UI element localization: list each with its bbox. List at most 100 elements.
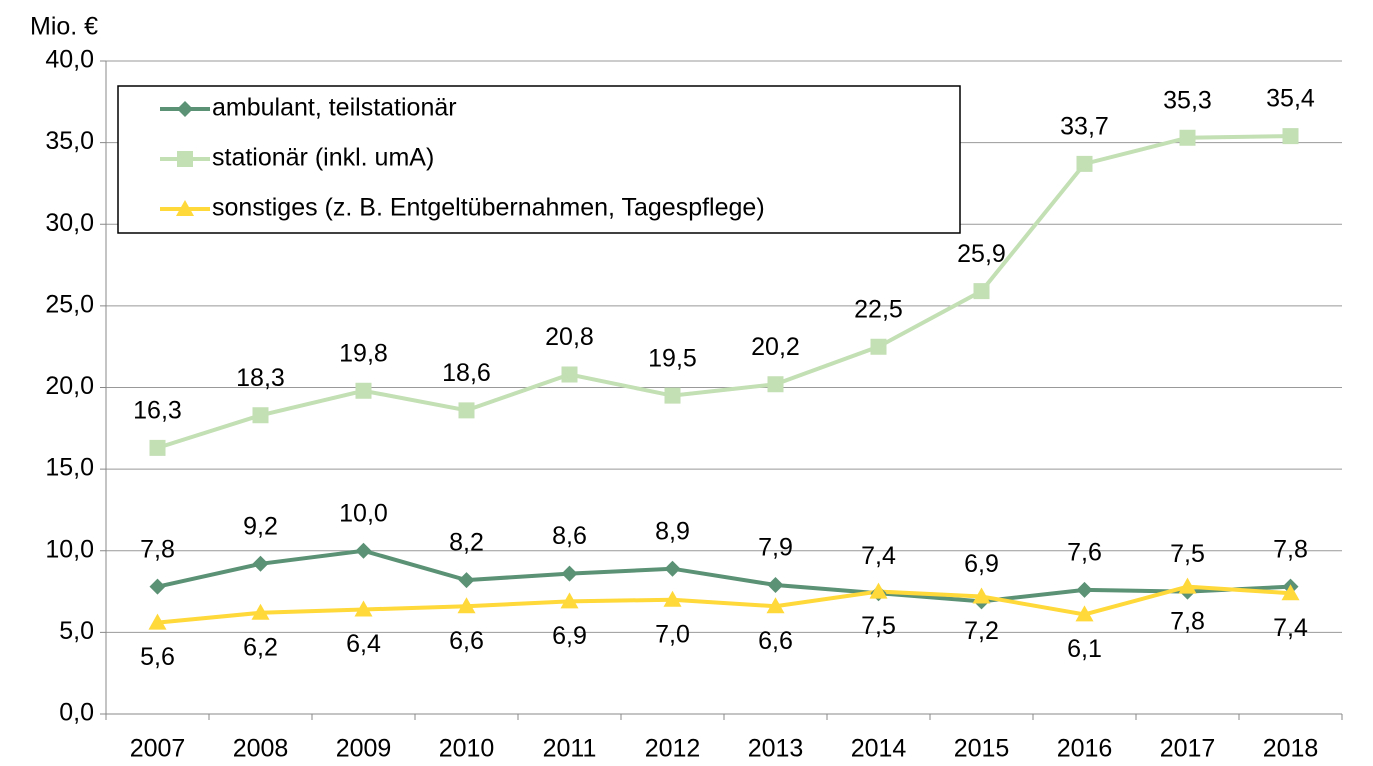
y-tick-label: 40,0 xyxy=(45,46,94,74)
data-label: 20,8 xyxy=(545,323,594,351)
data-point xyxy=(149,578,166,595)
y-tick-label: 15,0 xyxy=(45,454,94,482)
data-label: 19,5 xyxy=(648,344,697,372)
x-tick-label: 2011 xyxy=(543,735,597,763)
x-tick-label: 2009 xyxy=(336,735,392,763)
y-tick-label: 25,0 xyxy=(45,290,94,318)
data-label: 7,5 xyxy=(861,612,896,640)
data-point xyxy=(1282,128,1299,145)
data-label: 10,0 xyxy=(339,499,388,527)
data-label: 7,4 xyxy=(1273,614,1308,642)
data-label: 7,0 xyxy=(655,620,690,648)
data-point xyxy=(457,597,476,614)
legend-marker xyxy=(177,151,193,167)
legend-label: sonstiges (z. B. Entgeltübernahmen, Tage… xyxy=(212,194,765,222)
data-point xyxy=(664,387,681,404)
data-point xyxy=(458,402,475,419)
data-point xyxy=(355,542,372,559)
data-point xyxy=(870,338,887,355)
legend-label: ambulant, teilstationär xyxy=(212,94,457,122)
y-tick-label: 5,0 xyxy=(59,617,94,645)
data-point xyxy=(664,560,681,577)
data-point xyxy=(1075,605,1094,622)
x-tick-label: 2012 xyxy=(645,735,701,763)
data-label: 16,3 xyxy=(133,397,182,425)
data-label: 7,6 xyxy=(1067,539,1102,567)
x-tick-label: 2013 xyxy=(748,735,804,763)
data-point xyxy=(561,565,578,582)
data-label: 6,9 xyxy=(552,622,587,650)
data-point xyxy=(973,283,990,300)
data-label: 7,5 xyxy=(1170,540,1205,568)
x-tick-label: 2015 xyxy=(954,735,1010,763)
x-tick-label: 2007 xyxy=(130,735,186,763)
data-point xyxy=(972,587,991,604)
y-axis-label: Mio. € xyxy=(30,13,98,41)
data-point xyxy=(148,613,167,630)
y-tick-label: 10,0 xyxy=(45,535,94,563)
data-label: 7,9 xyxy=(758,534,793,562)
y-tick-label: 0,0 xyxy=(59,699,94,727)
data-label: 6,4 xyxy=(346,630,381,658)
data-label: 25,9 xyxy=(957,240,1006,268)
legend-marker xyxy=(177,101,193,117)
data-label: 7,8 xyxy=(140,535,175,563)
data-point xyxy=(560,592,579,609)
y-tick-label: 30,0 xyxy=(45,209,94,237)
data-label: 8,6 xyxy=(552,522,587,550)
data-point xyxy=(149,439,166,456)
data-label: 22,5 xyxy=(854,295,903,323)
data-label: 6,1 xyxy=(1067,635,1102,663)
data-point xyxy=(1281,584,1300,601)
data-label: 6,2 xyxy=(243,633,278,661)
data-label: 35,4 xyxy=(1266,85,1315,113)
data-label: 6,9 xyxy=(964,550,999,578)
data-label: 9,2 xyxy=(243,512,278,540)
data-point xyxy=(1179,129,1196,146)
data-point xyxy=(251,603,270,620)
x-tick-label: 2016 xyxy=(1057,735,1113,763)
data-label: 8,2 xyxy=(449,529,484,557)
data-point xyxy=(561,366,578,383)
data-point xyxy=(458,572,475,589)
data-point xyxy=(767,577,784,594)
data-label: 8,9 xyxy=(655,517,690,545)
x-tick-label: 2017 xyxy=(1160,735,1216,763)
data-label: 33,7 xyxy=(1060,112,1109,140)
data-label: 20,2 xyxy=(751,333,800,361)
data-label: 7,2 xyxy=(964,617,999,645)
data-label: 7,4 xyxy=(861,542,896,570)
data-label: 19,8 xyxy=(339,339,388,367)
data-point xyxy=(1076,581,1093,598)
legend-marker xyxy=(176,200,194,216)
y-tick-label: 35,0 xyxy=(45,127,94,155)
legend-label: stationär (inkl. umA) xyxy=(212,144,434,172)
series-line xyxy=(156,134,1291,450)
data-point xyxy=(252,407,269,424)
data-label: 18,3 xyxy=(236,364,285,392)
data-label: 7,8 xyxy=(1170,607,1205,635)
data-point xyxy=(1076,155,1093,172)
series-line xyxy=(157,584,1291,625)
x-tick-label: 2014 xyxy=(851,735,907,763)
x-tick-label: 2008 xyxy=(233,735,289,763)
x-tick-label: 2018 xyxy=(1263,735,1319,763)
data-label: 5,6 xyxy=(140,643,175,671)
x-tick-label: 2010 xyxy=(439,735,495,763)
data-point xyxy=(869,582,888,599)
series-line xyxy=(157,548,1291,604)
data-label: 7,8 xyxy=(1273,535,1308,563)
data-label: 6,6 xyxy=(758,627,793,655)
data-label: 6,6 xyxy=(449,627,484,655)
data-point xyxy=(767,376,784,393)
data-point xyxy=(663,590,682,607)
data-point xyxy=(252,555,269,572)
data-point xyxy=(355,382,372,399)
data-point xyxy=(354,600,373,617)
data-point xyxy=(766,597,785,614)
legend-box xyxy=(117,85,961,234)
data-point xyxy=(1178,577,1197,594)
data-label: 35,3 xyxy=(1163,86,1212,114)
y-tick-label: 20,0 xyxy=(45,372,94,400)
